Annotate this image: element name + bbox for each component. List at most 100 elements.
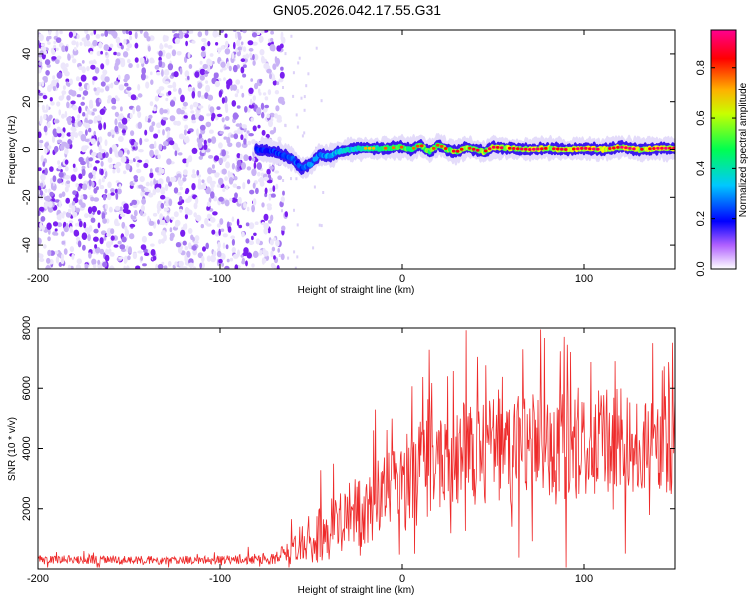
noise-cell <box>206 223 212 227</box>
noise-cell <box>139 210 144 217</box>
noise-cell <box>199 60 203 65</box>
noise-cell <box>65 78 70 83</box>
noise-cell <box>160 194 166 200</box>
noise-cell <box>218 258 223 264</box>
noise-cell <box>231 238 235 246</box>
noise-cell <box>100 50 103 55</box>
signal-peak <box>495 145 500 149</box>
noise-cell <box>157 219 160 225</box>
noise-cell <box>124 225 128 231</box>
noise-cell <box>56 214 62 221</box>
noise-cell <box>182 266 188 269</box>
colorbar-label: Normalized spectral amplitude <box>738 82 749 217</box>
noise-cell <box>109 43 114 48</box>
noise-cell <box>275 105 280 112</box>
noise-cell <box>127 92 132 98</box>
noise-cell <box>303 95 306 99</box>
y-tick-label: 4000 <box>21 436 33 460</box>
noise-cell <box>137 121 143 129</box>
noise-cell <box>259 176 264 184</box>
noise-cell <box>213 195 218 202</box>
noise-cell <box>206 113 211 117</box>
noise-cell <box>70 100 76 105</box>
noise-cell <box>100 148 105 154</box>
signal-peak <box>487 147 492 151</box>
noise-cell <box>177 177 181 185</box>
noise-cell <box>123 78 128 83</box>
noise-cell <box>303 131 306 135</box>
noise-cell <box>80 134 87 142</box>
noise-cell <box>270 263 275 268</box>
noise-cell <box>68 89 74 96</box>
noise-cell <box>197 82 203 89</box>
noise-cell <box>178 87 182 95</box>
colorbar <box>710 29 737 270</box>
noise-cell <box>123 203 129 210</box>
noise-cell <box>104 249 111 255</box>
noise-cell <box>38 237 42 245</box>
noise-cell <box>241 162 246 170</box>
noise-cell <box>45 195 51 202</box>
noise-cell <box>236 218 240 226</box>
noise-cell <box>134 57 139 63</box>
noise-cell <box>84 145 89 150</box>
noise-cell <box>251 157 256 162</box>
signal-peak <box>588 147 592 151</box>
noise-cell <box>240 134 244 141</box>
noise-cell <box>251 32 258 38</box>
noise-cell <box>64 148 69 155</box>
noise-cell <box>40 173 46 181</box>
noise-cell <box>128 246 132 254</box>
signal-peak <box>371 146 376 150</box>
noise-cell <box>224 40 229 48</box>
noise-cell <box>63 248 68 255</box>
noise-cell <box>183 136 186 140</box>
noise-cell <box>162 129 165 136</box>
noise-cell <box>98 116 103 121</box>
noise-cell <box>226 154 230 159</box>
noise-cell <box>47 121 51 128</box>
noise-cell <box>221 149 226 157</box>
noise-cell <box>293 208 295 212</box>
noise-cell <box>144 115 148 123</box>
noise-cell <box>84 263 89 269</box>
noise-cell <box>147 45 151 52</box>
signal-peak <box>584 146 588 150</box>
noise-cell <box>209 187 214 193</box>
noise-cell <box>226 258 230 263</box>
noise-cell <box>270 250 274 258</box>
noise-cell <box>140 204 145 212</box>
noise-cell <box>57 132 62 138</box>
signal-peak <box>544 146 548 150</box>
noise-cell <box>266 179 273 184</box>
noise-cell <box>169 140 175 146</box>
noise-cell <box>164 43 168 48</box>
noise-cell <box>183 169 188 176</box>
noise-cell <box>153 106 157 112</box>
noise-cell <box>87 119 93 125</box>
noise-cell <box>269 187 273 193</box>
noise-cell <box>120 44 124 50</box>
noise-cell <box>255 187 259 195</box>
noise-cell <box>140 73 146 81</box>
noise-cell <box>75 183 79 188</box>
noise-cell <box>211 256 216 261</box>
noise-cell <box>100 160 104 167</box>
noise-cell <box>81 60 85 64</box>
noise-cell <box>88 163 93 168</box>
noise-cell <box>104 170 108 178</box>
noise-cell <box>43 50 47 55</box>
noise-cell <box>191 119 196 124</box>
noise-cell <box>184 70 190 78</box>
noise-cell <box>231 163 235 170</box>
noise-cell <box>197 31 203 38</box>
noise-cell <box>145 181 150 187</box>
noise-cell <box>163 69 170 76</box>
noise-cell <box>295 177 298 181</box>
y-tick-label: 6000 <box>21 376 33 400</box>
noise-cell <box>277 175 283 180</box>
noise-cell <box>113 164 119 169</box>
noise-cell <box>152 188 157 196</box>
noise-cell <box>157 200 162 205</box>
noise-cell <box>178 260 184 267</box>
